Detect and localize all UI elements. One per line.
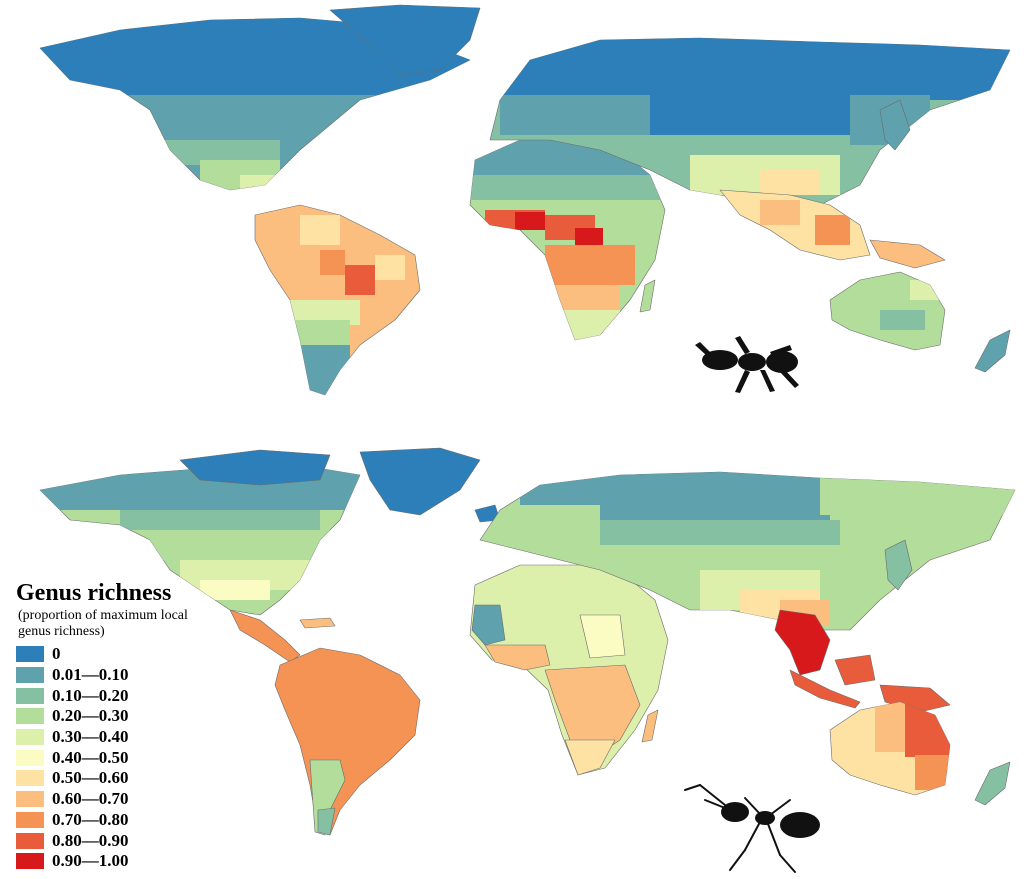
legend-swatch — [16, 832, 44, 849]
greenland-region — [359, 447, 481, 516]
legend-item: 0.01—0.10 — [16, 665, 216, 686]
africa-regions — [469, 564, 669, 776]
legend-item: 0.50—0.60 — [16, 768, 216, 789]
legend-title: Genus richness — [16, 580, 172, 606]
ant-icon — [684, 784, 820, 873]
new-zealand-grid — [974, 329, 1011, 373]
grid-map-svg — [39, 4, 1011, 396]
legend-label: 0.40—0.50 — [52, 747, 129, 767]
legend-label: 0.50—0.60 — [52, 768, 129, 788]
australia-regions — [829, 701, 951, 796]
southeast-asia-regions — [774, 609, 951, 713]
south-america-grid — [254, 204, 421, 396]
legend-swatch — [16, 853, 44, 870]
legend-label: 0.01—0.10 — [52, 665, 129, 685]
legend-label: 0.60—0.70 — [52, 789, 129, 809]
japan-grid — [879, 99, 911, 151]
japan-region — [884, 539, 913, 591]
eurasia-regions — [479, 471, 1016, 631]
legend-label: 0.70—0.80 — [52, 809, 129, 829]
western-sahara-region — [471, 604, 506, 646]
australia-grid — [829, 271, 946, 351]
central-america-regions — [229, 609, 301, 663]
legend-label: 0.80—0.90 — [52, 830, 129, 850]
legend-item: 0.70—0.80 — [16, 810, 216, 831]
legend-swatch — [16, 770, 44, 787]
legend: Genus richness (proportion of maximum lo… — [16, 580, 216, 872]
grid-richness-map — [0, 0, 1024, 430]
legend-item: 0.20—0.30 — [16, 706, 216, 727]
legend-swatch — [16, 749, 44, 766]
greenland-grid — [329, 4, 481, 76]
southeast-asia-grid — [719, 189, 871, 261]
new-zealand-region — [974, 761, 1011, 806]
legend-subtitle: (proportion of maximum local genus richn… — [18, 608, 188, 639]
legend-item: 0.90—1.00 — [16, 851, 216, 872]
legend-item: 0.10—0.20 — [16, 685, 216, 706]
legend-label: 0.30—0.40 — [52, 727, 129, 747]
legend-swatch — [16, 667, 44, 684]
legend-swatch — [16, 729, 44, 746]
africa-grid — [469, 139, 666, 341]
legend-item: 0.80—0.90 — [16, 830, 216, 851]
legend-items: 0 0.01—0.10 0.10—0.20 0.20—0.30 0.30—0.4… — [16, 644, 216, 872]
ant-icon — [695, 336, 799, 393]
legend-swatch — [16, 708, 44, 725]
caribbean-regions — [299, 617, 336, 629]
legend-label: 0.90—1.00 — [52, 851, 129, 871]
eurasia-grid — [489, 37, 1011, 216]
madagascar-grid — [639, 279, 656, 313]
new-guinea-grid — [869, 239, 946, 269]
legend-label: 0.10—0.20 — [52, 685, 129, 705]
political-richness-map — [0, 440, 1024, 879]
political-map-svg — [39, 447, 1016, 873]
legend-item: 0.40—0.50 — [16, 747, 216, 768]
legend-swatch — [16, 646, 44, 663]
legend-label: 0 — [52, 644, 61, 664]
legend-item: 0.60—0.70 — [16, 789, 216, 810]
legend-swatch — [16, 811, 44, 828]
legend-swatch — [16, 791, 44, 808]
arctic-islands — [179, 449, 331, 486]
legend-swatch — [16, 687, 44, 704]
legend-item: 0.30—0.40 — [16, 727, 216, 748]
south-america-regions — [274, 647, 421, 836]
legend-item: 0 — [16, 644, 216, 665]
legend-label: 0.20—0.30 — [52, 706, 129, 726]
madagascar-region — [641, 709, 659, 743]
